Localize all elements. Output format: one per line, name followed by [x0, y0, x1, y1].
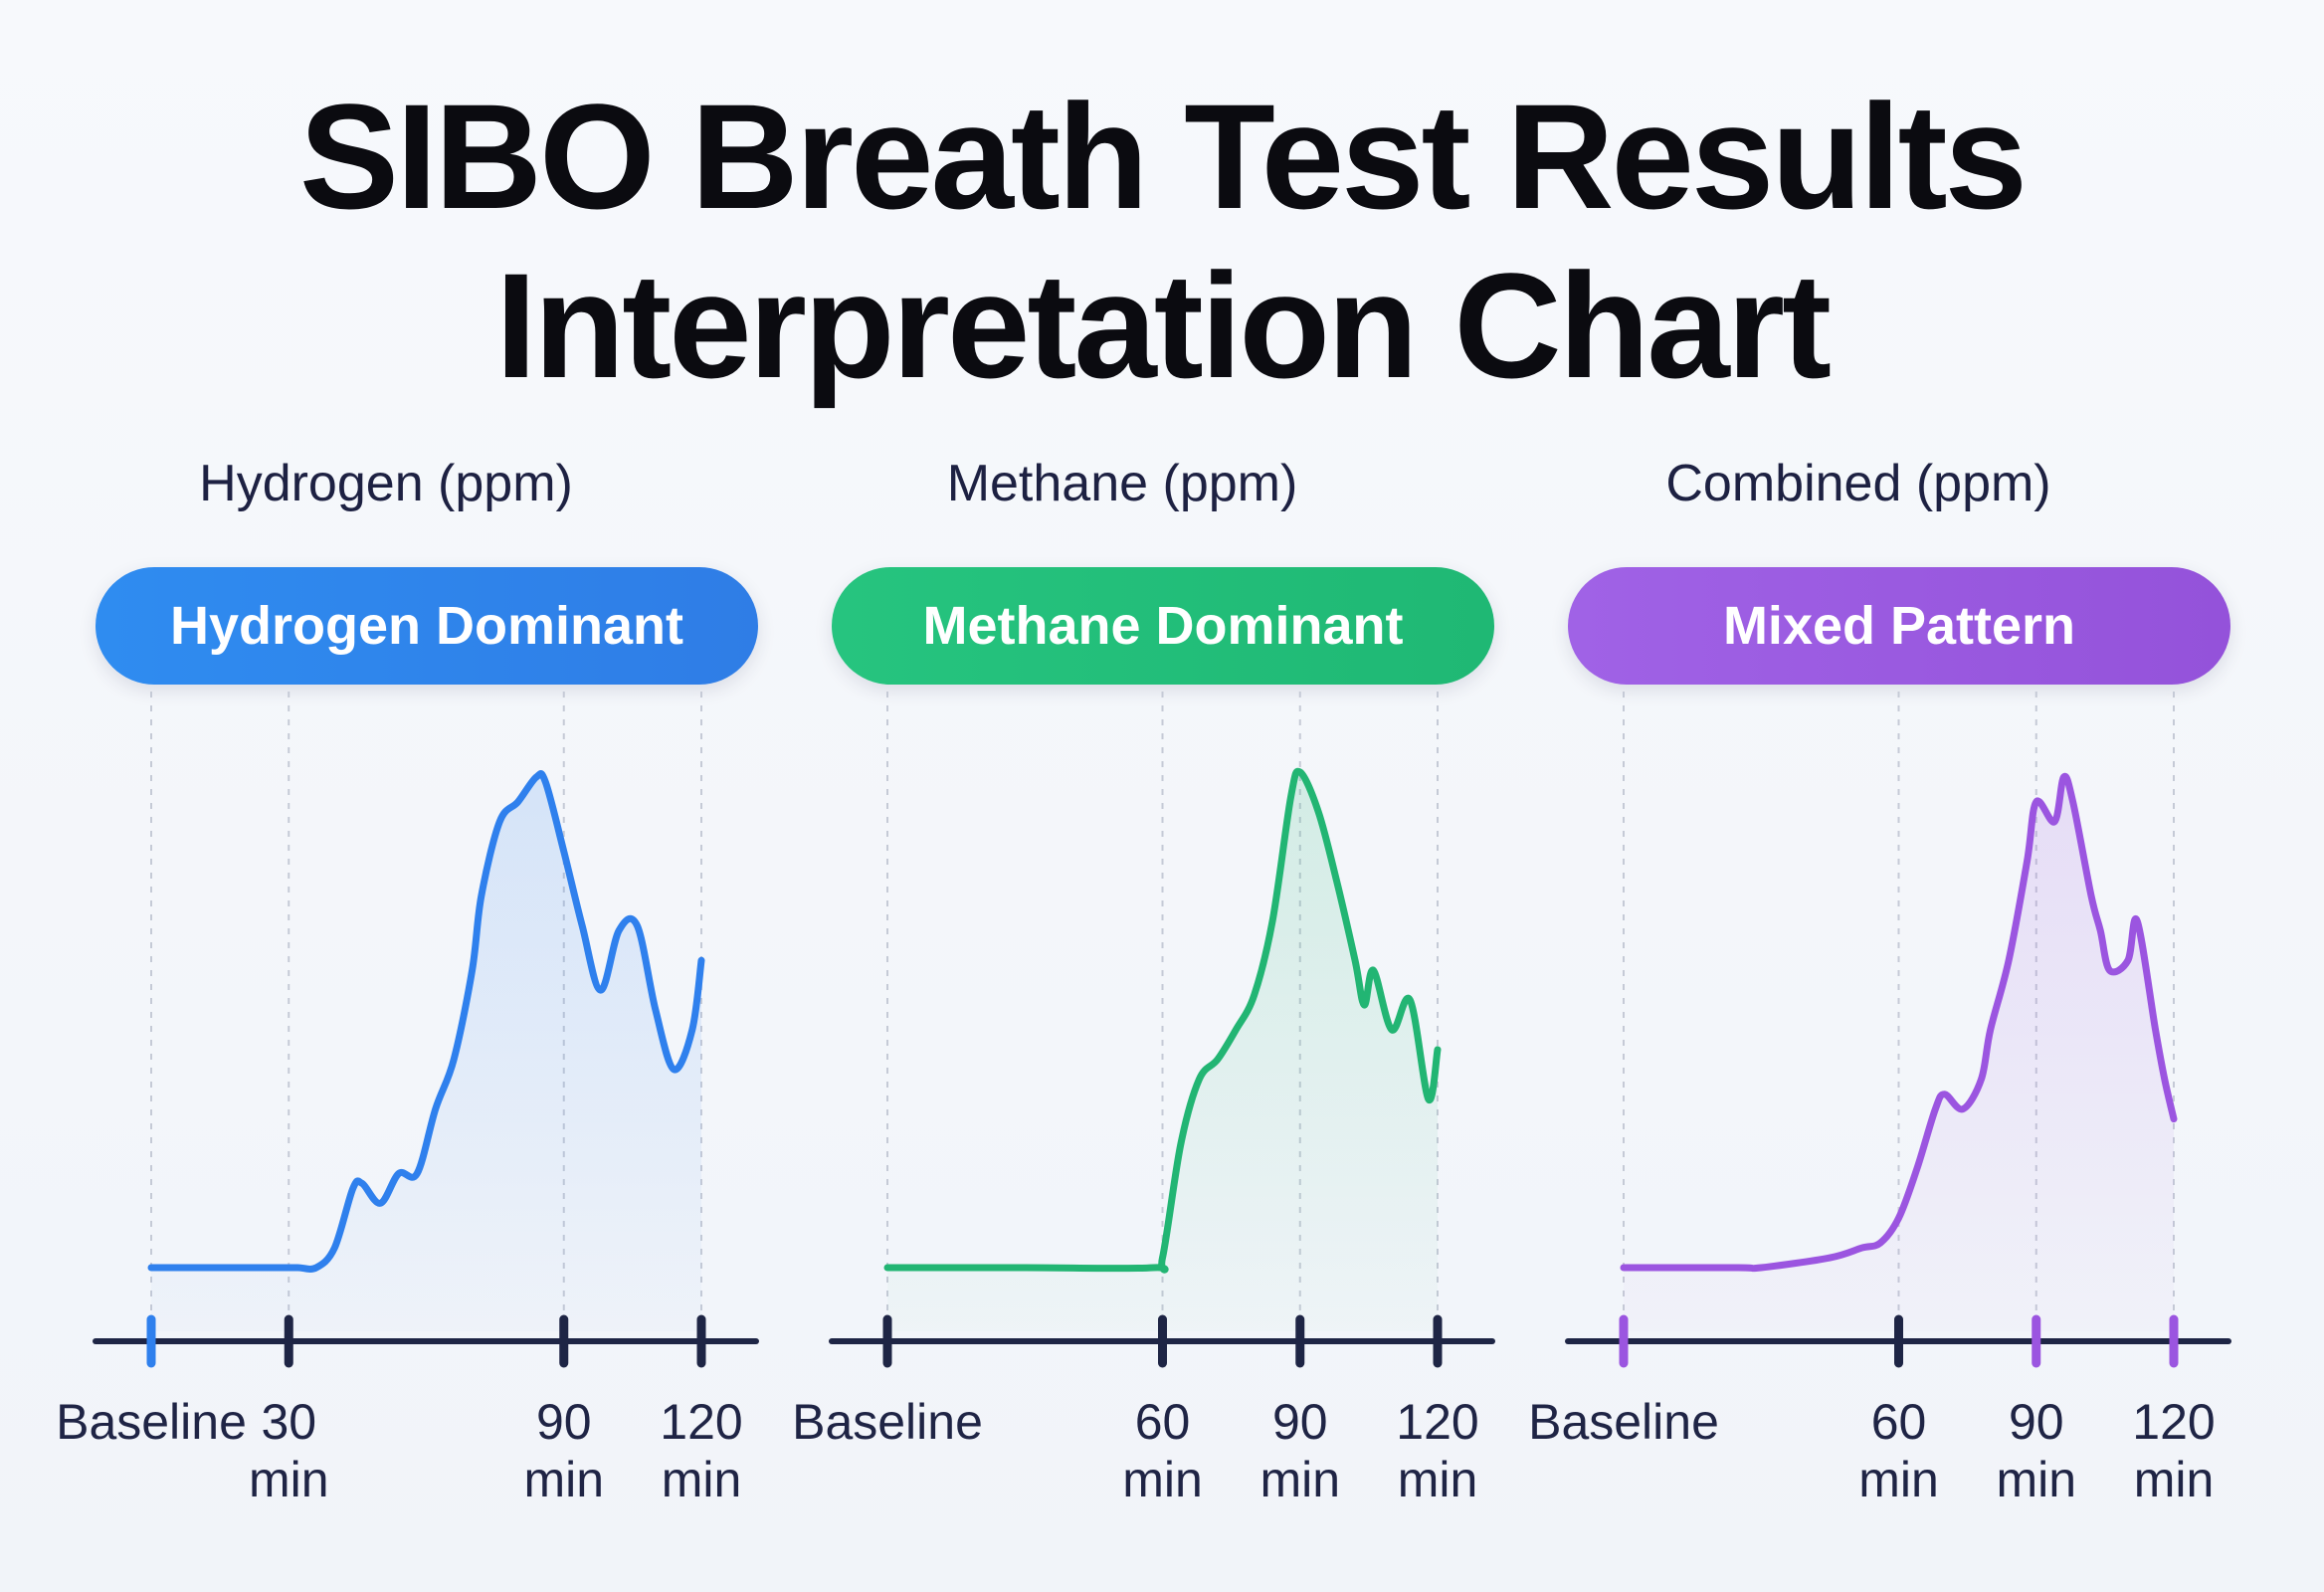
tick-label-3: 120 min [2089, 1393, 2258, 1508]
tick-label-line2: min [1858, 1452, 1939, 1507]
tick-label-1: 60 min [1078, 1393, 1248, 1508]
tick-label-line1: 90 [2008, 1394, 2064, 1450]
series-area [887, 771, 1438, 1331]
tick-label-line1: 120 [2132, 1394, 2216, 1450]
tick-label-0: Baseline [1514, 1393, 1733, 1451]
tick-label-2: 90 min [1216, 1393, 1385, 1508]
tick-label-line2: min [1259, 1452, 1341, 1507]
methane-dominant-badge: Methane Dominant [832, 567, 1494, 685]
series-area [151, 773, 701, 1331]
combined-heading: Combined (ppm) [1665, 455, 2051, 512]
tick-label-line1: 30 [261, 1394, 317, 1450]
combined-panel: Combined (ppm) Mixed Pattern Baseline 60 m… [1510, 438, 2231, 1562]
tick-label-line1: 60 [1870, 1394, 1927, 1450]
tick-label-line1: 90 [1271, 1394, 1328, 1450]
hydrogen-panel: Hydrogen (ppm) Hydrogen Dominant Baselin… [38, 438, 759, 1562]
tick-label-line2: min [1397, 1452, 1478, 1507]
hydrogen-plot [93, 692, 759, 1368]
tick-label-2: 90 min [1952, 1393, 2121, 1508]
tick-label-line1: 120 [660, 1394, 743, 1450]
tick-label-2: 90 min [480, 1393, 649, 1508]
tick-label-line1: 120 [1396, 1394, 1479, 1450]
tick-label-3: 120 min [1353, 1393, 1522, 1508]
tick-label-line1: 90 [535, 1394, 592, 1450]
tick-label-line2: min [523, 1452, 605, 1507]
tick-label-line1: Baseline [56, 1394, 247, 1450]
methane-heading: Methane (ppm) [946, 455, 1298, 512]
series-area [1624, 776, 2174, 1331]
tick-label-line1: Baseline [1528, 1394, 1719, 1450]
tick-label-line2: min [2133, 1452, 2215, 1507]
tick-label-line2: min [1996, 1452, 2077, 1507]
tick-label-0: Baseline [778, 1393, 997, 1451]
tick-label-0: Baseline [42, 1393, 261, 1451]
chart-title: SIBO Breath Test Results Interpretation … [0, 72, 2324, 410]
tick-label-line1: 60 [1134, 1394, 1191, 1450]
series-line [1620, 772, 2178, 1273]
tick-label-line1: Baseline [792, 1394, 983, 1450]
tick-label-1: 60 min [1815, 1393, 1984, 1508]
series-line [147, 770, 705, 1273]
combined-plot [1565, 692, 2231, 1368]
methane-panel: Methane (ppm) Methane Dominant Baseline 6… [774, 438, 1495, 1562]
methane-plot [829, 692, 1495, 1368]
tick-label-line2: min [248, 1452, 329, 1507]
tick-label-3: 120 min [617, 1393, 786, 1508]
hydrogen-heading: Hydrogen (ppm) [199, 455, 573, 512]
mixed-pattern-badge: Mixed Pattern [1568, 567, 2230, 685]
hydrogen-dominant-badge: Hydrogen Dominant [96, 567, 758, 685]
tick-label-line2: min [661, 1452, 742, 1507]
tick-label-1: 30 min [204, 1393, 373, 1508]
title-line-1: SIBO Breath Test Results [298, 73, 2028, 240]
series-line [883, 767, 1442, 1274]
tick-label-line2: min [1122, 1452, 1203, 1507]
title-line-2: Interpretation Chart [494, 242, 1832, 409]
